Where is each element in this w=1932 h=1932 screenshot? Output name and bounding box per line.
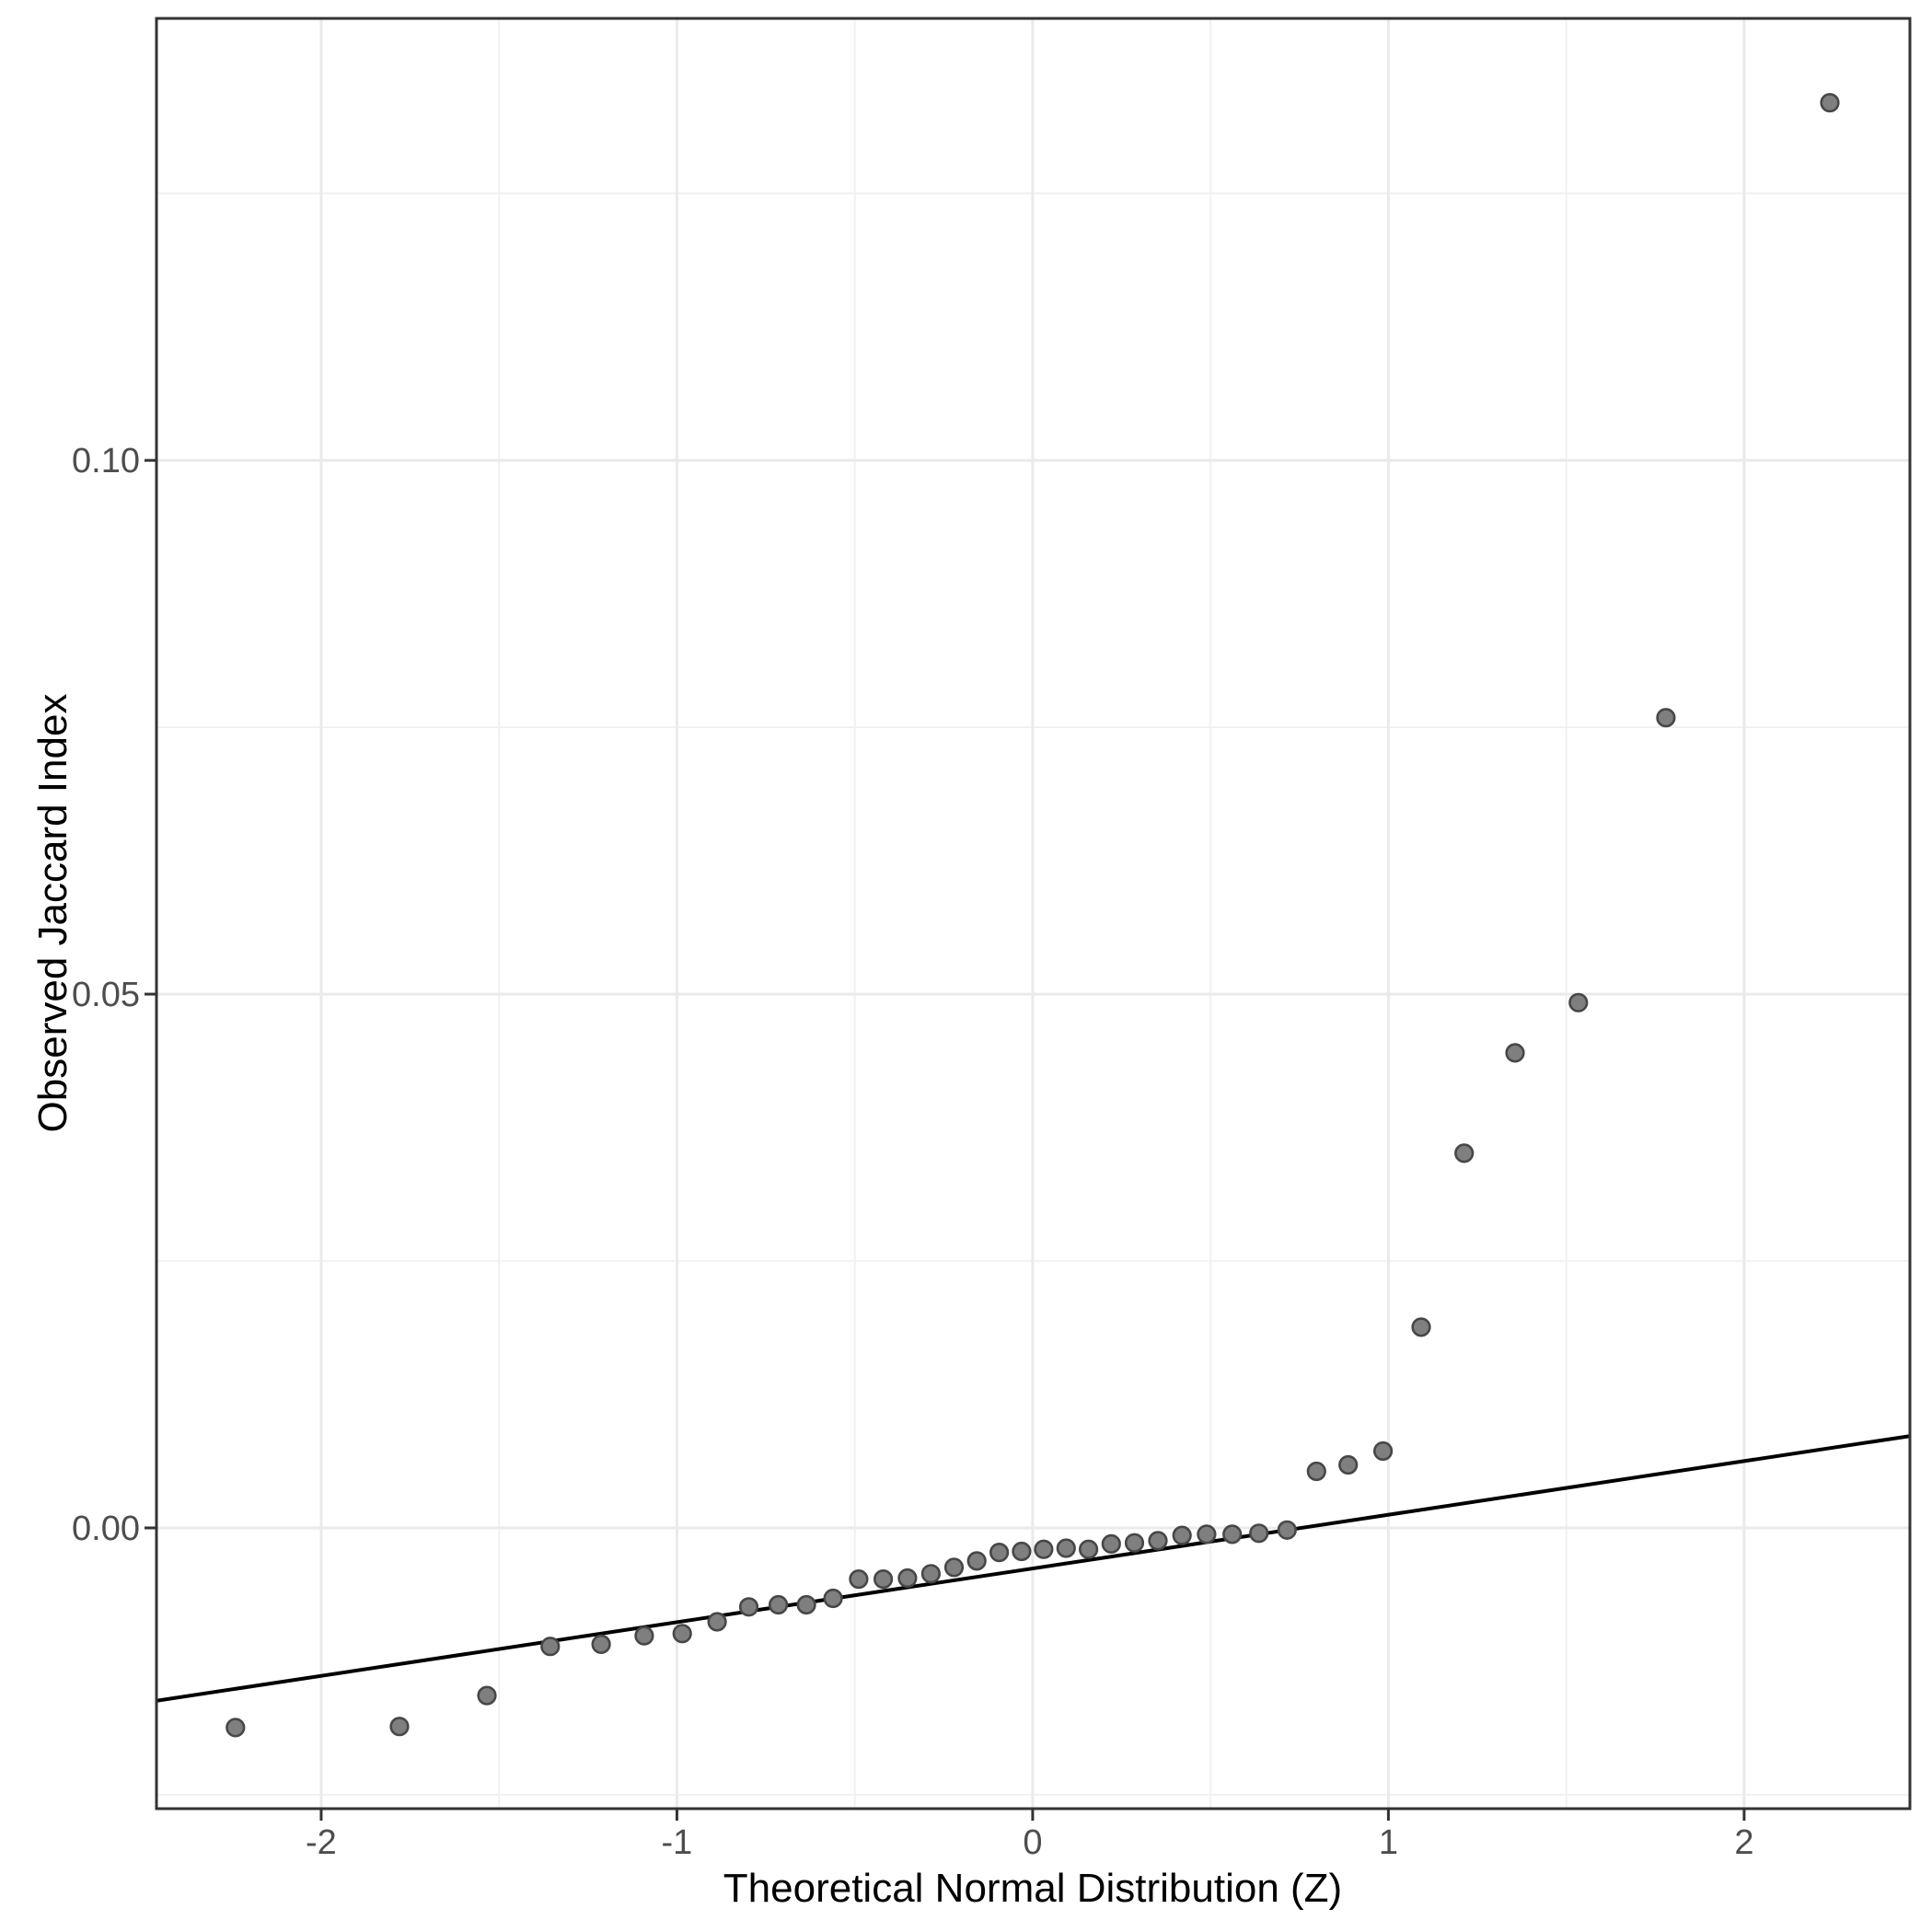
data-point (1012, 1541, 1032, 1562)
data-point (1411, 1317, 1431, 1337)
x-tick-label: -1 (662, 1823, 693, 1862)
y-axis-ticks (145, 458, 156, 1530)
data-point (1222, 1524, 1243, 1544)
scatter-points-group (226, 92, 1840, 1738)
data-point (1197, 1524, 1217, 1544)
x-axis-ticks (319, 1809, 1746, 1821)
data-point (738, 1597, 759, 1617)
data-point (591, 1634, 611, 1654)
data-point (1277, 1520, 1297, 1540)
data-point (1820, 92, 1840, 113)
data-point (477, 1685, 497, 1706)
y-tick-label: 0.10 (72, 442, 140, 480)
x-axis-title: Theoretical Normal Distribution (Z) (723, 1866, 1342, 1911)
data-point (989, 1542, 1010, 1563)
data-point (1034, 1539, 1054, 1559)
data-point (540, 1637, 561, 1657)
data-point (1101, 1533, 1121, 1554)
data-point (768, 1594, 789, 1615)
data-point (1249, 1523, 1269, 1544)
data-point (873, 1568, 894, 1590)
y-axis-title: Observed Jaccard Index (30, 694, 75, 1133)
x-tick-label: -2 (306, 1823, 337, 1862)
data-point (1338, 1454, 1359, 1475)
qq-reference-line (156, 1434, 1910, 1703)
data-point (634, 1625, 654, 1646)
data-point (1124, 1533, 1145, 1553)
data-point (1306, 1461, 1326, 1482)
data-point (1172, 1525, 1192, 1545)
reference-line-group (156, 1434, 1910, 1703)
major-gridlines (156, 18, 1910, 1809)
data-point (849, 1568, 869, 1590)
data-point (226, 1718, 246, 1738)
x-tick-label: 1 (1379, 1823, 1398, 1862)
data-point (823, 1588, 843, 1609)
data-point (672, 1624, 692, 1644)
data-point (1568, 992, 1589, 1012)
y-axis-tick-labels: 0.00 0.05 0.10 (72, 442, 140, 1548)
x-tick-label: 0 (1023, 1823, 1042, 1862)
data-point (1656, 708, 1676, 728)
data-point (943, 1557, 965, 1578)
data-point (1454, 1143, 1475, 1163)
y-tick-label: 0.05 (72, 976, 140, 1014)
data-point (920, 1564, 942, 1584)
data-point (389, 1717, 410, 1737)
data-point (897, 1568, 918, 1589)
data-point (1372, 1440, 1394, 1462)
data-point (707, 1612, 727, 1632)
data-point (1078, 1539, 1099, 1559)
data-point (1505, 1043, 1525, 1063)
y-tick-label: 0.00 (72, 1510, 140, 1548)
x-axis-tick-labels: -2 -1 0 1 2 (306, 1823, 1753, 1862)
x-tick-label: 2 (1734, 1823, 1753, 1862)
data-point (966, 1551, 987, 1571)
data-point (1056, 1538, 1076, 1558)
data-point (1148, 1531, 1168, 1551)
data-point (796, 1594, 816, 1615)
